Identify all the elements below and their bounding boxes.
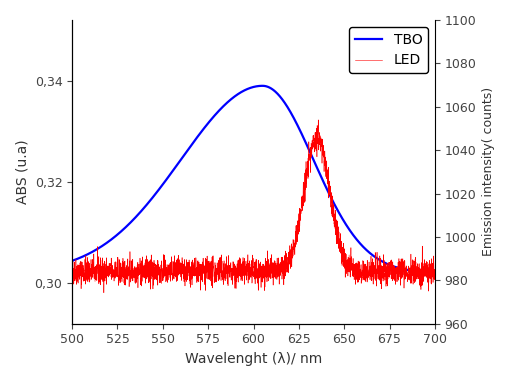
Y-axis label: ABS (u.a): ABS (u.a) [15, 139, 29, 204]
LED [385, 260, 391, 264]
TBO [424, 270, 430, 274]
TBO [385, 262, 391, 267]
LED [424, 265, 430, 270]
LED [69, 266, 75, 271]
TBO [110, 235, 117, 240]
Y-axis label: Emission intensity( counts): Emission intensity( counts) [481, 87, 494, 256]
LED [101, 290, 107, 295]
TBO [259, 83, 265, 88]
LED [431, 271, 437, 275]
TBO [69, 258, 75, 263]
LED [110, 273, 117, 277]
LED [223, 271, 230, 275]
TBO [223, 101, 230, 105]
X-axis label: Wavelenght (λ)/ nm: Wavelenght (λ)/ nm [184, 352, 322, 366]
LED [315, 118, 321, 122]
LED [208, 283, 214, 288]
LED [132, 266, 138, 271]
TBO [208, 117, 214, 122]
Legend: TBO, LED: TBO, LED [349, 27, 427, 73]
Line: LED: LED [72, 120, 434, 293]
Line: TBO: TBO [72, 86, 434, 272]
TBO [431, 270, 437, 275]
TBO [132, 216, 138, 220]
